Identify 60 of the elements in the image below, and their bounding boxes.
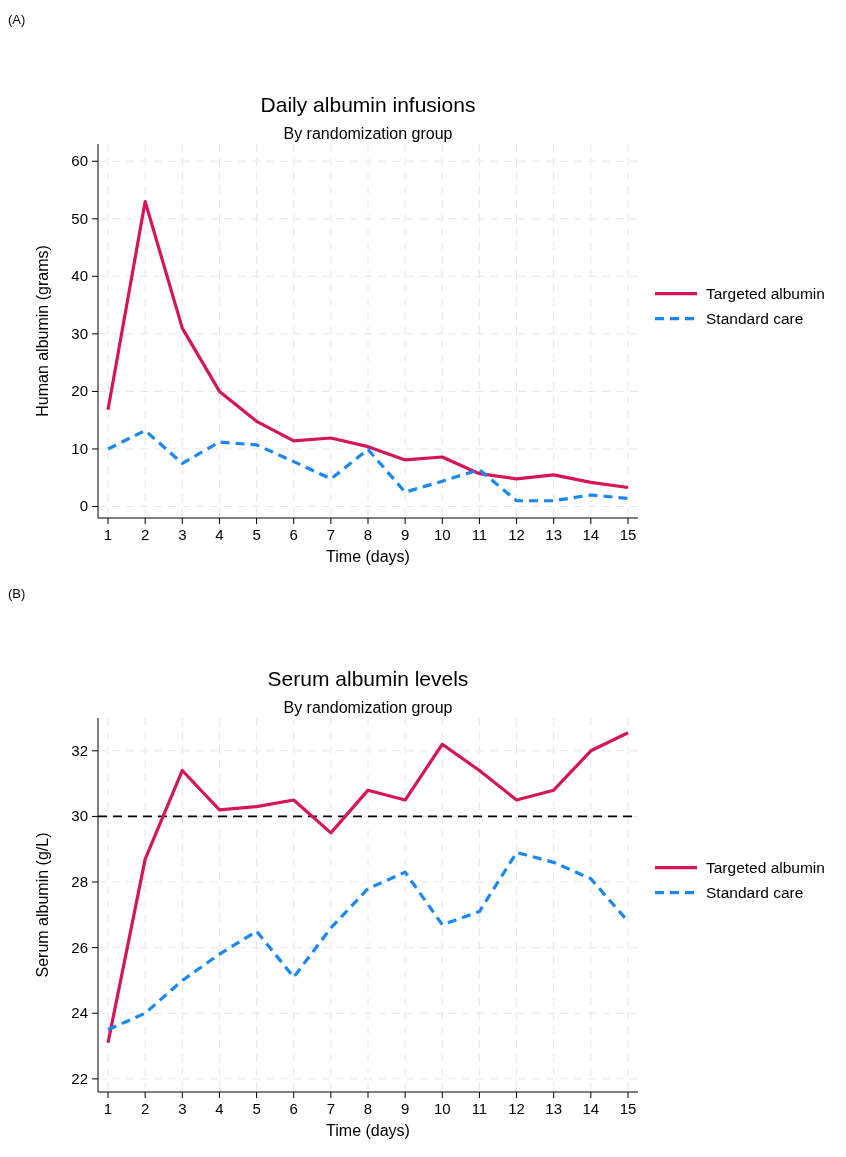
x-tick-label: 5 [252, 526, 261, 543]
y-tick-label: 50 [71, 209, 88, 227]
y-tick-label: 24 [71, 1004, 88, 1022]
x-tick-label: 8 [363, 1100, 373, 1117]
y-tick-label: 10 [71, 439, 88, 457]
x-tick-label: 1 [103, 1100, 113, 1117]
legend-label: Standard care [706, 883, 804, 901]
x-tick-label: 12 [508, 1100, 525, 1117]
x-axis-title: Time (days) [326, 1122, 410, 1139]
y-tick-label: 30 [71, 807, 88, 825]
chart-title: Serum albumin levels [267, 667, 469, 690]
line-series [106, 731, 630, 1045]
x-axis-title: Time (days) [326, 548, 410, 565]
y-tick-label: 20 [71, 382, 88, 400]
y-tick-label: 0 [79, 497, 88, 515]
y-axis-title: Serum albumin (g/L) [34, 832, 51, 978]
x-tick-label: 10 [433, 526, 451, 543]
x-tick-label: 4 [215, 526, 224, 543]
line-series [106, 199, 630, 490]
x-tick-label: 8 [363, 526, 373, 543]
legend-label: Targeted albumin [706, 284, 825, 302]
y-tick-label: 60 [71, 152, 88, 170]
x-tick-label: 3 [178, 1100, 187, 1117]
text: (A) [8, 12, 26, 27]
x-tick-label: 11 [471, 1100, 488, 1117]
x-tick-label: 2 [140, 1100, 150, 1117]
x-tick-label: 14 [582, 526, 600, 543]
y-tick-label: 22 [71, 1069, 88, 1087]
x-tick-label: 10 [433, 1100, 451, 1117]
legend-label: Targeted albumin [706, 858, 825, 876]
x-tick-label: 1 [103, 526, 113, 543]
x-tick-label: 3 [178, 526, 187, 543]
x-tick-label: 4 [215, 1100, 224, 1117]
x-tick-label: 9 [400, 1100, 410, 1117]
x-tick-label: 7 [326, 526, 336, 543]
x-tick-label: 14 [582, 1100, 600, 1117]
y-tick-label: 30 [71, 324, 88, 342]
x-tick-label: 9 [400, 526, 410, 543]
text: (B) [8, 586, 26, 601]
line-series [106, 428, 630, 503]
y-tick-label: 28 [71, 873, 88, 891]
x-tick-label: 6 [289, 1100, 298, 1117]
chart-subtitle: By randomization group [283, 125, 453, 142]
y-tick-label: 40 [71, 267, 88, 285]
x-tick-label: 7 [326, 1100, 336, 1117]
x-tick-label: 13 [545, 1100, 563, 1117]
chart-subtitle: By randomization group [283, 699, 453, 716]
legend-label: Standard care [706, 309, 804, 327]
x-tick-label: 6 [289, 526, 298, 543]
x-tick-label: 15 [619, 1100, 637, 1117]
y-tick-label: 32 [71, 741, 88, 759]
x-tick-label: 5 [252, 1100, 261, 1117]
x-tick-label: 15 [619, 526, 637, 543]
x-tick-label: 2 [140, 526, 150, 543]
chart-title: Daily albumin infusions [260, 93, 476, 116]
x-tick-label: 13 [545, 526, 563, 543]
y-axis-title: Human albumin (grams) [34, 245, 51, 417]
x-tick-label: 11 [471, 526, 488, 543]
y-tick-label: 26 [71, 938, 88, 956]
x-tick-label: 12 [508, 526, 525, 543]
